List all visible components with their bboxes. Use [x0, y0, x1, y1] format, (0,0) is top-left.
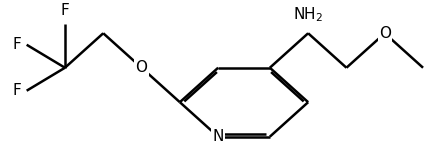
- Text: NH$_2$: NH$_2$: [293, 5, 323, 24]
- Text: F: F: [12, 83, 21, 98]
- Text: O: O: [379, 26, 391, 41]
- Text: O: O: [136, 60, 148, 75]
- Text: F: F: [12, 37, 21, 52]
- Text: N: N: [213, 129, 224, 144]
- Text: F: F: [61, 3, 70, 18]
